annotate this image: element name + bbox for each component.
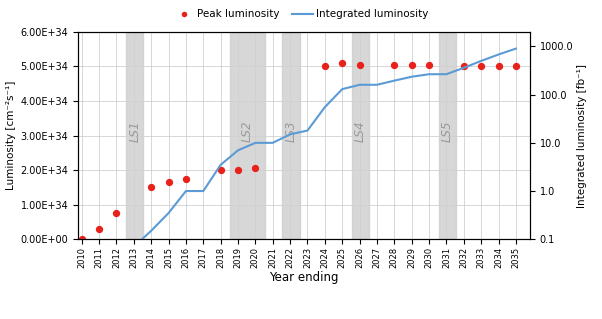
Point [511,64,521,69]
Bar [282,32,300,239]
Text: LS5: LS5 [441,121,454,142]
Point [389,62,399,67]
Point [250,166,260,171]
Point [181,176,191,181]
Point [95,226,104,232]
Point [424,62,434,67]
Point [337,60,347,65]
Point [476,64,486,69]
Bar [352,32,369,239]
Point [111,210,121,215]
Bar [439,32,456,239]
Point [459,64,468,69]
Point [355,62,364,67]
Point [216,167,226,173]
Text: LS2: LS2 [241,121,254,142]
Bar [126,32,143,239]
Point [494,64,503,69]
Point [320,64,330,69]
Text: LS4: LS4 [354,121,367,142]
Y-axis label: Integrated luminosity [fb⁻¹]: Integrated luminosity [fb⁻¹] [577,63,588,208]
Point [77,236,87,241]
Point [164,180,173,185]
Legend: Peak luminosity, Integrated luminosity: Peak luminosity, Integrated luminosity [169,5,433,24]
Text: LS1: LS1 [128,121,141,142]
Text: LS3: LS3 [285,121,297,142]
Y-axis label: Luminosity [cm⁻²s⁻¹]: Luminosity [cm⁻²s⁻¹] [7,81,16,190]
Point [233,167,243,173]
Point [407,62,417,67]
Bar [230,32,265,239]
Point [146,185,156,190]
X-axis label: Year ending: Year ending [269,271,339,284]
